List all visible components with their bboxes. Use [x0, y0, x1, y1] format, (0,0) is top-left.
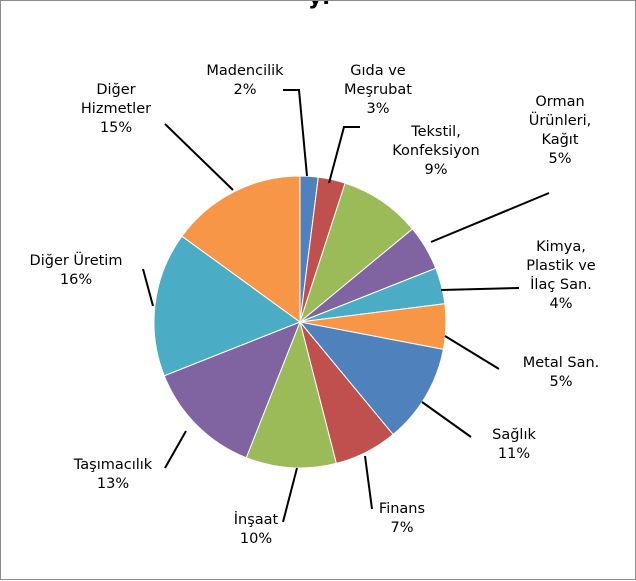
slice-label-line: Orman: [535, 94, 584, 110]
slice-label-orman: Orman Ürünleri, Kağıt 5%: [529, 94, 592, 167]
leader-line-diger-uretim: [142, 268, 154, 307]
slice-label-insaat: İnşaat 10%: [234, 510, 279, 547]
slice-label-line: Sağlık: [492, 427, 536, 443]
slice-label-line: Gıda ve: [350, 63, 406, 79]
slice-label-line: İlaç San.: [530, 275, 592, 293]
slice-label-kimya: Kimya, Plastik ve İlaç San. 4%: [526, 239, 596, 312]
pie-slices: [153, 175, 447, 469]
slice-label-line: 15%: [100, 120, 132, 136]
slice-label-diger-hizmetler: Diğer Hizmetler 15%: [81, 82, 151, 136]
leader-line-finans: [364, 455, 373, 510]
slice-label-line: Diğer: [96, 82, 135, 98]
pie-slice-diger-hizmetler: [181, 175, 301, 323]
slice-label-metal: Metal San. 5%: [523, 355, 600, 390]
chart-title-clip: yi: [1, 1, 636, 9]
slice-label-line: Madencilik: [206, 63, 284, 79]
slice-label-line: Tekstil,: [410, 124, 461, 140]
leader-line-metal: [444, 335, 500, 370]
slice-label-line: Diğer Üretim: [30, 251, 123, 269]
slice-label-line: Hizmetler: [81, 101, 151, 117]
leader-line-tasimacilik: [164, 430, 187, 469]
slice-label-line: 13%: [97, 476, 129, 492]
slice-label-line: 5%: [549, 374, 572, 390]
slice-label-line: Plastik ve: [526, 258, 596, 274]
slice-label-tasimacilik: Taşımacılık 13%: [73, 457, 153, 492]
leader-line-saglik: [421, 401, 472, 438]
slice-labels: Madencilik 2% Gıda ve Meşrubat 3% Tekstil, Kon…: [30, 63, 600, 547]
slice-label-diger-uretim: Diğer Üretim 16%: [30, 251, 123, 288]
slice-label-line: Konfeksiyon: [392, 143, 480, 159]
leader-line-orman: [430, 192, 550, 243]
pie-slice-tekstil: [298, 182, 414, 324]
slice-label-gida: Gıda ve Meşrubat 3%: [344, 63, 412, 117]
slice-label-line: 3%: [366, 101, 389, 117]
pie-slice-saglik: [298, 321, 444, 436]
slice-label-line: 11%: [498, 446, 530, 462]
pie-slice-insaat: [245, 320, 337, 469]
slice-label-line: 5%: [548, 151, 571, 167]
leader-line-madencilik: [283, 89, 308, 177]
slice-label-line: Taşımacılık: [73, 457, 153, 473]
slice-label-line: 2%: [233, 82, 256, 98]
slice-label-tekstil: Tekstil, Konfeksiyon 9%: [392, 124, 480, 178]
slice-label-line: 10%: [240, 531, 272, 547]
pie-slice-diger-uretim: [153, 235, 302, 377]
chart-title-fragment: yi: [1, 1, 636, 9]
slice-label-line: Kimya,: [536, 239, 586, 255]
pie-slice-tasimacilik: [163, 321, 301, 459]
leader-line-kimya: [440, 287, 520, 291]
slice-label-saglik: Sağlık 11%: [492, 427, 536, 462]
slice-label-line: 16%: [60, 272, 92, 288]
slice-label-line: 4%: [549, 296, 572, 312]
leader-line-diger-hizmetler: [164, 123, 234, 191]
slice-label-line: 9%: [424, 162, 447, 178]
slice-label-line: Finans: [379, 501, 425, 517]
slice-label-finans: Finans 7%: [379, 501, 425, 536]
slice-label-line: Kağıt: [541, 132, 578, 148]
slice-label-line: 7%: [390, 520, 413, 536]
leader-line-gida: [328, 126, 360, 184]
leader-line-insaat: [282, 467, 298, 523]
slice-label-line: Meşrubat: [344, 82, 412, 98]
slice-label-line: İnşaat: [234, 510, 279, 528]
slice-label-line: Metal San.: [523, 355, 600, 371]
slice-label-line: Ürünleri,: [529, 111, 592, 129]
leader-lines: [142, 89, 550, 523]
slice-label-madencilik: Madencilik 2%: [206, 63, 284, 98]
